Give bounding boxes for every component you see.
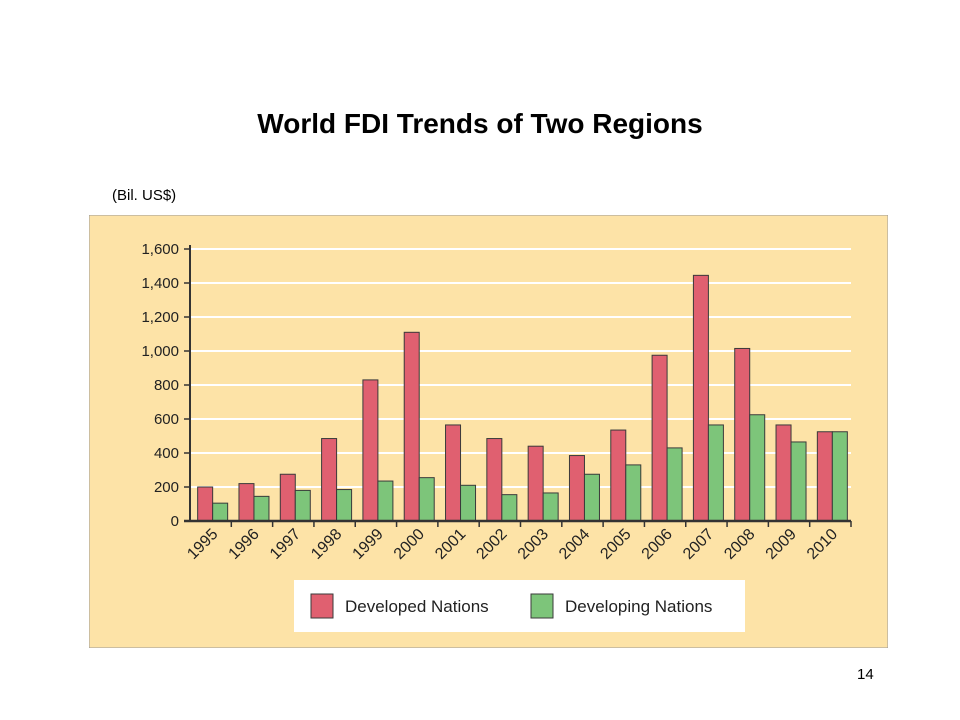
developing-bar-1996: [253, 495, 270, 522]
developing-bar-2004: [583, 473, 600, 522]
developing-bar-1997: [294, 489, 311, 522]
developing-bar-2000: [418, 477, 435, 522]
developing-bar-2008: [749, 414, 766, 522]
developing-bar-1995: [212, 502, 229, 522]
y-tick-label: 400: [154, 445, 179, 462]
developed-bar-2004: [568, 455, 585, 522]
y-tick-label: 200: [154, 479, 179, 496]
developing-bar-1998: [336, 489, 353, 522]
developing-bar-2006: [666, 447, 683, 522]
developed-bar-2003: [527, 445, 544, 522]
y-tick-label: 800: [154, 377, 179, 394]
chart-panel: 0 200 400 600 800 1,000 1,200 1,400 1,600 1995 199…: [88, 214, 889, 649]
legend-swatch-developing: [530, 593, 554, 619]
developed-bar-2009: [775, 424, 792, 522]
developed-bar-2010: [816, 431, 833, 522]
developing-bar-2005: [625, 464, 642, 522]
y-tick-label: 0: [171, 513, 179, 530]
legend-label: Developed Nations: [345, 597, 489, 616]
developed-bar-1998: [321, 438, 338, 522]
legend-swatch-developed: [310, 593, 334, 619]
unit-label: (Bil. US$): [112, 187, 177, 204]
developing-bar-2007: [707, 424, 724, 522]
legend[interactable]: Developed Nations Developing Nations: [294, 580, 745, 632]
developed-bar-1996: [238, 483, 255, 522]
developed-bar-2005: [610, 429, 627, 522]
y-tick-label: 1,000: [141, 343, 179, 360]
developed-bar-1997: [279, 473, 296, 522]
developed-bar-2007: [692, 274, 709, 522]
developed-bar-1995: [197, 486, 214, 522]
y-tick-label: 1,400: [141, 275, 179, 292]
developing-bar-2009: [790, 441, 807, 522]
developing-bar-2003: [542, 492, 559, 522]
developing-bar-1999: [377, 480, 394, 522]
bars: [197, 274, 848, 522]
page-title: World FDI Trends of Two Regions: [257, 108, 703, 139]
y-tick-label: 600: [154, 411, 179, 428]
legend-label: Developing Nations: [565, 597, 712, 616]
developing-bar-2001: [460, 484, 477, 522]
developed-bar-1999: [362, 379, 379, 522]
developed-bar-2002: [486, 438, 503, 522]
legend-box: [294, 580, 745, 632]
developing-bar-2010: [831, 431, 848, 522]
developed-bar-2000: [403, 331, 420, 522]
developed-bar-2008: [734, 347, 751, 522]
page-number: 14: [857, 666, 874, 683]
developing-bar-2002: [501, 494, 518, 522]
y-tick-label: 1,200: [141, 309, 179, 326]
developed-bar-2006: [651, 354, 668, 522]
developed-bar-2001: [445, 424, 462, 522]
y-tick-label: 1,600: [141, 241, 179, 258]
